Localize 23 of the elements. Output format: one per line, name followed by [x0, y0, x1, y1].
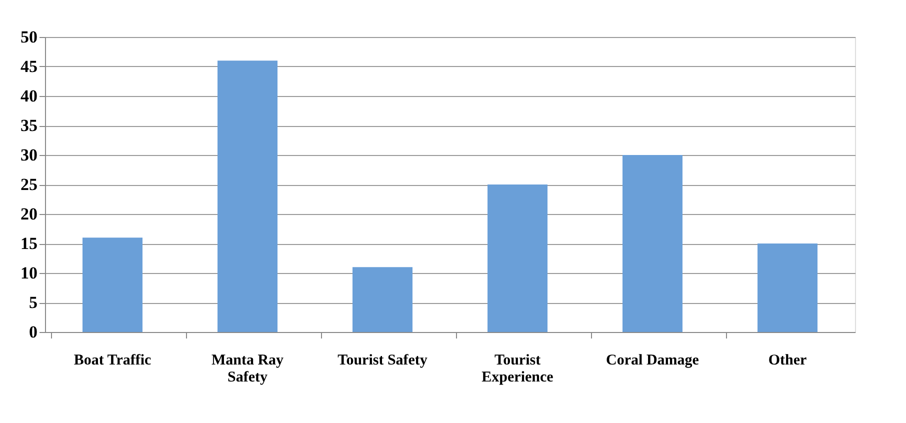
x-tick-label: Tourist Safety	[338, 352, 428, 368]
bar	[352, 267, 412, 332]
x-tick-label: Other	[768, 352, 807, 368]
y-tick-label: 10	[20, 264, 38, 282]
x-tick-label: Manta Ray Safety	[211, 352, 284, 386]
x-tick-label: Boat Traffic	[74, 352, 152, 368]
x-tick-label: Tourist Experience	[482, 352, 554, 386]
bar	[82, 238, 142, 332]
y-tick-label: 45	[20, 57, 38, 76]
bar	[488, 184, 548, 332]
y-tick-label: 0	[29, 322, 38, 342]
y-tick-label: 15	[20, 234, 38, 253]
y-tick-label: 5	[29, 293, 38, 312]
y-tick-label: 30	[20, 146, 38, 164]
x-tick-label: Coral Damage	[606, 352, 700, 368]
y-tick-label: 50	[20, 28, 38, 46]
y-tick-label: 35	[20, 116, 38, 135]
bar	[758, 244, 818, 332]
bar	[622, 155, 682, 332]
y-tick-label: 25	[20, 175, 38, 194]
y-tick-label: 20	[20, 204, 38, 224]
bar	[218, 60, 278, 332]
y-tick-label: 40	[20, 86, 38, 106]
